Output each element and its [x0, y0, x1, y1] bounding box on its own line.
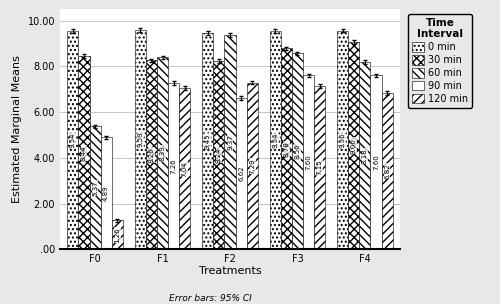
Bar: [314, 86, 325, 249]
Text: 9.45: 9.45: [205, 133, 211, 149]
Text: 8.39: 8.39: [160, 145, 166, 161]
Y-axis label: Estimated Marginal Means: Estimated Marginal Means: [12, 55, 22, 203]
Text: 6.82: 6.82: [384, 164, 390, 179]
Text: 9.56: 9.56: [340, 132, 346, 148]
Bar: [78, 56, 90, 249]
Bar: [370, 75, 382, 249]
Text: 4.89: 4.89: [103, 185, 109, 201]
Text: 8.18: 8.18: [362, 148, 368, 164]
Bar: [292, 54, 303, 249]
Bar: [112, 220, 123, 249]
Bar: [337, 31, 348, 249]
Bar: [146, 60, 157, 249]
Text: 1.26: 1.26: [114, 227, 120, 243]
Text: 8.78: 8.78: [284, 141, 290, 157]
Text: 9.54: 9.54: [70, 133, 76, 148]
Text: 7.04: 7.04: [182, 161, 188, 177]
Text: 7.15: 7.15: [316, 160, 322, 175]
Bar: [135, 30, 146, 249]
Bar: [100, 137, 112, 249]
Bar: [168, 83, 179, 249]
Text: 9.59: 9.59: [138, 132, 143, 147]
Bar: [360, 62, 370, 249]
Text: 5.37: 5.37: [92, 180, 98, 196]
Bar: [202, 33, 213, 249]
Bar: [224, 35, 235, 249]
Text: 9.37: 9.37: [227, 134, 233, 150]
Bar: [214, 61, 224, 249]
Bar: [303, 75, 314, 249]
Legend: 0 min, 30 min, 60 min, 90 min, 120 min: 0 min, 30 min, 60 min, 90 min, 120 min: [408, 14, 472, 108]
Text: 7.60: 7.60: [373, 154, 379, 170]
Bar: [68, 31, 78, 249]
Bar: [270, 31, 281, 249]
Bar: [348, 42, 360, 249]
Text: 8.56: 8.56: [294, 143, 300, 159]
Text: 8.24: 8.24: [216, 147, 222, 163]
Bar: [179, 88, 190, 249]
Bar: [90, 126, 101, 249]
Bar: [246, 83, 258, 249]
Text: 7.29: 7.29: [249, 158, 255, 174]
Text: Error bars: 95% CI: Error bars: 95% CI: [168, 294, 252, 303]
Bar: [157, 57, 168, 249]
Text: 9.06: 9.06: [351, 138, 357, 154]
Bar: [236, 98, 246, 249]
Text: 8.44: 8.44: [81, 145, 87, 161]
Bar: [281, 48, 292, 249]
Text: 7.26: 7.26: [170, 158, 176, 174]
Text: 9.54: 9.54: [272, 133, 278, 148]
Text: 8.26: 8.26: [148, 147, 154, 163]
Bar: [382, 93, 392, 249]
Text: 7.60: 7.60: [306, 154, 312, 170]
Text: 6.62: 6.62: [238, 166, 244, 181]
X-axis label: Treatments: Treatments: [198, 265, 262, 275]
